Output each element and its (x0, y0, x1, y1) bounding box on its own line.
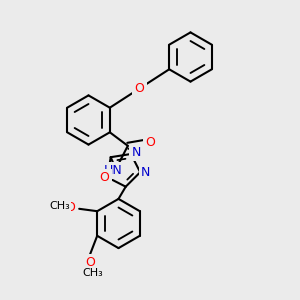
Text: HN: HN (104, 164, 123, 177)
Text: N: N (141, 166, 150, 179)
Text: O: O (100, 171, 110, 184)
Text: CH₃: CH₃ (49, 201, 70, 211)
Text: O: O (145, 136, 155, 149)
Text: N: N (132, 146, 141, 159)
Text: O: O (135, 82, 144, 95)
Text: CH₃: CH₃ (82, 268, 103, 278)
Text: O: O (85, 256, 95, 269)
Text: O: O (65, 201, 75, 214)
